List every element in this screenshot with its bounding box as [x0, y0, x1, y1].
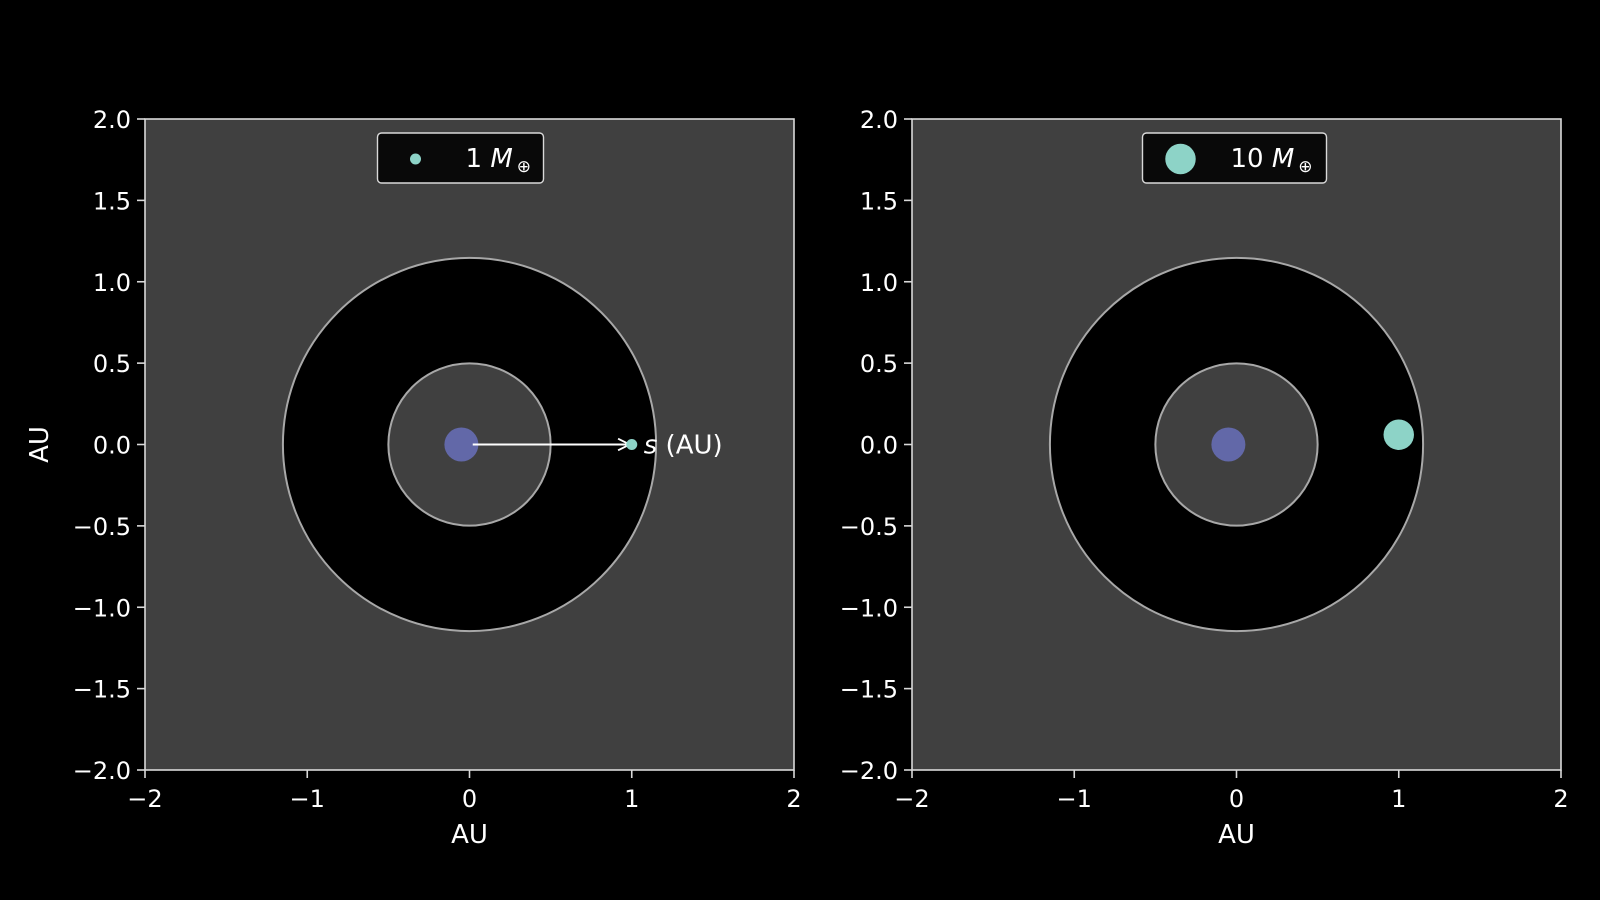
- x-tick-label: 0: [462, 785, 477, 813]
- y-tick-label: 1.5: [860, 187, 898, 215]
- y-tick-label: −1.0: [840, 594, 898, 622]
- zone-inner-boundary: [1154, 362, 1319, 527]
- y-tick-label: 1.5: [93, 187, 131, 215]
- x-tick-label: 2: [786, 785, 801, 813]
- panel-1: s (AU) −2 −1 0 1 2 −2.0 −1.5 −1.0 −0.5 0.0 0.5 1.0 1.…: [25, 106, 802, 850]
- x-tick-label: 2: [1553, 785, 1568, 813]
- y-tick-label: −1.5: [840, 676, 898, 704]
- y-axis-label: AU: [25, 426, 55, 463]
- legend-label: 10 M ⊕: [1231, 144, 1313, 177]
- habitable-zone: [282, 257, 657, 632]
- legend: 1 M ⊕: [376, 132, 545, 184]
- x-tick-label: 0: [1229, 785, 1244, 813]
- legend-box: [376, 132, 545, 184]
- legend-marker: [410, 153, 421, 165]
- x-tick-label: −1: [290, 785, 325, 813]
- x-tick-label: −2: [127, 785, 162, 813]
- panel-2: −2 −1 0 1 2 −2.0 −1.5 −1.0 −0.5 0.0 0.5 1.0 1.5 2.0 AU…: [840, 106, 1569, 850]
- planet-marker: [1383, 419, 1414, 450]
- y-tick-label: 1.0: [93, 269, 131, 297]
- y-tick-label: 2.0: [93, 106, 131, 134]
- star-marker: [1211, 427, 1246, 462]
- x-tick-label: −1: [1057, 785, 1092, 813]
- y-tick-label: −2.0: [840, 757, 898, 785]
- zone-outer-boundary: [281, 256, 658, 633]
- star-marker: [444, 427, 479, 462]
- zone-outer-boundary: [1048, 256, 1425, 633]
- y-tick-label: −0.5: [840, 513, 898, 541]
- x-tick-label: 1: [1391, 785, 1406, 813]
- separation-label: s (AU): [644, 431, 723, 461]
- y-tick-label: 0.0: [860, 432, 898, 460]
- plot-area: [1048, 256, 1425, 633]
- legend-label: 1 M ⊕: [466, 144, 532, 177]
- legend-marker: [1165, 143, 1196, 175]
- y-tick-label: 2.0: [860, 106, 898, 134]
- x-axis-label: AU: [1218, 820, 1255, 850]
- legend: 10 M ⊕: [1141, 132, 1328, 184]
- planet-marker: [626, 439, 638, 450]
- y-tick-label: 0.5: [860, 350, 898, 378]
- y-tick-label: 1.0: [860, 269, 898, 297]
- y-tick-label: −0.5: [73, 513, 131, 541]
- x-tick-label: 1: [624, 785, 639, 813]
- plot-area: [281, 256, 658, 633]
- y-tick-label: 0.5: [93, 350, 131, 378]
- y-tick-label: −1.0: [73, 594, 131, 622]
- x-tick-label: −2: [894, 785, 929, 813]
- x-axis-label: AU: [451, 820, 488, 850]
- y-tick-label: −1.5: [73, 676, 131, 704]
- y-tick-label: 0.0: [93, 432, 131, 460]
- y-tick-label: −2.0: [73, 757, 131, 785]
- habitable-zone: [1049, 257, 1424, 632]
